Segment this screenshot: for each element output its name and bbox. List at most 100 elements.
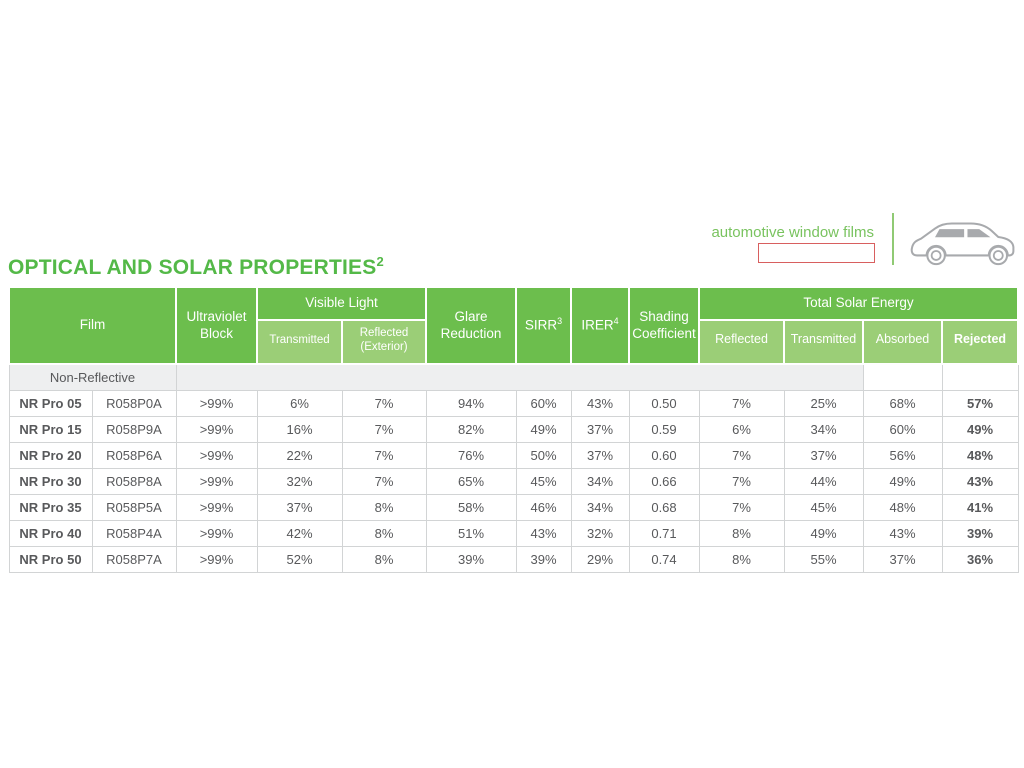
header-irer: IRER4 xyxy=(570,286,630,365)
header-tse-reflected: Reflected xyxy=(698,319,785,365)
cell-tse-transmitted: 44% xyxy=(783,467,864,495)
cell-code: R058P8A xyxy=(91,467,177,495)
table-row: NR Pro 20 R058P6A >99% 22% 7% 76% 50% 37% 0.60 7%… xyxy=(8,441,1019,469)
cell-irer: 32% xyxy=(570,519,630,547)
cell-glare-reduction: 76% xyxy=(425,441,517,469)
cell-vl-transmitted: 22% xyxy=(256,441,343,469)
cell-uv-block: >99% xyxy=(175,493,258,521)
cell-tse-rejected: 49% xyxy=(941,415,1019,443)
cell-tse-reflected: 8% xyxy=(698,519,785,547)
cell-tse-absorbed: 43% xyxy=(862,519,943,547)
cell-tse-reflected: 7% xyxy=(698,467,785,495)
cell-name: NR Pro 35 xyxy=(8,493,93,521)
header-irer-superscript: 4 xyxy=(613,316,619,327)
cell-glare-reduction: 94% xyxy=(425,389,517,417)
redacted-brand-box xyxy=(758,243,875,263)
cell-tse-absorbed: 56% xyxy=(862,441,943,469)
cell-vl-transmitted: 6% xyxy=(256,389,343,417)
page-title: OPTICAL AND SOLAR PROPERTIES2 xyxy=(8,254,384,280)
cell-shading-coefficient: 0.66 xyxy=(628,467,700,495)
cell-uv-block: >99% xyxy=(175,389,258,417)
cell-tse-reflected: 8% xyxy=(698,545,785,573)
cell-tse-absorbed: 68% xyxy=(862,389,943,417)
table-row: NR Pro 05 R058P0A >99% 6% 7% 94% 60% 43% 0.50 7% 2… xyxy=(8,389,1019,417)
cell-irer: 43% xyxy=(570,389,630,417)
header-sirr-superscript: 3 xyxy=(557,316,563,327)
header-tse-rejected: Rejected xyxy=(941,319,1019,365)
cell-uv-block: >99% xyxy=(175,441,258,469)
cell-tse-transmitted: 55% xyxy=(783,545,864,573)
cell-uv-block: >99% xyxy=(175,467,258,495)
cell-name: NR Pro 30 xyxy=(8,467,93,495)
brand-tagline: automotive window films xyxy=(711,224,874,241)
cell-tse-rejected: 39% xyxy=(941,519,1019,547)
cell-tse-absorbed: 37% xyxy=(862,545,943,573)
cell-sirr: 43% xyxy=(515,519,572,547)
cell-shading-coefficient: 0.60 xyxy=(628,441,700,469)
cell-vl-reflected: 8% xyxy=(341,493,427,521)
cell-tse-rejected: 36% xyxy=(941,545,1019,573)
cell-code: R058P4A xyxy=(91,519,177,547)
cell-uv-block: >99% xyxy=(175,415,258,443)
table-row: NR Pro 50 R058P7A >99% 52% 8% 39% 39% 29% 0.74 8%… xyxy=(8,545,1019,573)
cell-name: NR Pro 20 xyxy=(8,441,93,469)
header-total-solar-energy: Total Solar Energy xyxy=(698,286,1019,321)
cell-vl-reflected: 7% xyxy=(341,415,427,443)
table-row: NR Pro 35 R058P5A >99% 37% 8% 58% 46% 34% 0.68 7%… xyxy=(8,493,1019,521)
cell-tse-transmitted: 49% xyxy=(783,519,864,547)
cell-vl-transmitted: 42% xyxy=(256,519,343,547)
header-tse-absorbed: Absorbed xyxy=(862,319,943,365)
header-sirr: SIRR3 xyxy=(515,286,572,365)
section-row-non-reflective: Non-Reflective xyxy=(8,363,1019,391)
cell-tse-absorbed: 60% xyxy=(862,415,943,443)
cell-shading-coefficient: 0.59 xyxy=(628,415,700,443)
cell-code: R058P6A xyxy=(91,441,177,469)
header-irer-text: IRER xyxy=(581,317,614,333)
cell-tse-transmitted: 34% xyxy=(783,415,864,443)
page-title-text: OPTICAL AND SOLAR PROPERTIES xyxy=(8,256,377,279)
cell-vl-reflected: 7% xyxy=(341,441,427,469)
cell-sirr: 45% xyxy=(515,467,572,495)
cell-sirr: 60% xyxy=(515,389,572,417)
cell-tse-transmitted: 25% xyxy=(783,389,864,417)
cell-tse-reflected: 7% xyxy=(698,389,785,417)
cell-tse-rejected: 43% xyxy=(941,467,1019,495)
cell-vl-transmitted: 37% xyxy=(256,493,343,521)
cell-shading-coefficient: 0.74 xyxy=(628,545,700,573)
brand-divider xyxy=(892,213,894,265)
cell-glare-reduction: 39% xyxy=(425,545,517,573)
cell-tse-absorbed: 48% xyxy=(862,493,943,521)
cell-code: R058P9A xyxy=(91,415,177,443)
header-vl-reflected-exterior: Reflected (Exterior) xyxy=(341,319,427,365)
cell-sirr: 49% xyxy=(515,415,572,443)
cell-irer: 37% xyxy=(570,415,630,443)
header-ultraviolet-block: Ultraviolet Block xyxy=(175,286,258,365)
cell-tse-reflected: 6% xyxy=(698,415,785,443)
cell-irer: 34% xyxy=(570,467,630,495)
cell-code: R058P0A xyxy=(91,389,177,417)
table-row: NR Pro 15 R058P9A >99% 16% 7% 82% 49% 37% 0.59 6%… xyxy=(8,415,1019,443)
cell-uv-block: >99% xyxy=(175,545,258,573)
cell-glare-reduction: 82% xyxy=(425,415,517,443)
cell-irer: 34% xyxy=(570,493,630,521)
cell-tse-rejected: 57% xyxy=(941,389,1019,417)
cell-tse-reflected: 7% xyxy=(698,441,785,469)
cell-irer: 29% xyxy=(570,545,630,573)
cell-tse-rejected: 48% xyxy=(941,441,1019,469)
cell-shading-coefficient: 0.71 xyxy=(628,519,700,547)
cell-name: NR Pro 05 xyxy=(8,389,93,417)
header-film: Film xyxy=(8,286,177,365)
cell-uv-block: >99% xyxy=(175,519,258,547)
header-row-sub: Transmitted Reflected (Exterior) Reflect… xyxy=(9,319,1019,365)
cell-sirr: 46% xyxy=(515,493,572,521)
header-sirr-text: SIRR xyxy=(524,317,558,333)
table-row: NR Pro 30 R058P8A >99% 32% 7% 65% 45% 34% 0.66 7%… xyxy=(8,467,1019,495)
header-glare-reduction: Glare Reduction xyxy=(425,286,517,365)
cell-name: NR Pro 15 xyxy=(8,415,93,443)
cell-sirr: 39% xyxy=(515,545,572,573)
cell-tse-rejected: 41% xyxy=(941,493,1019,521)
cell-tse-absorbed: 49% xyxy=(862,467,943,495)
cell-glare-reduction: 51% xyxy=(425,519,517,547)
cell-name: NR Pro 40 xyxy=(8,519,93,547)
cell-code: R058P7A xyxy=(91,545,177,573)
